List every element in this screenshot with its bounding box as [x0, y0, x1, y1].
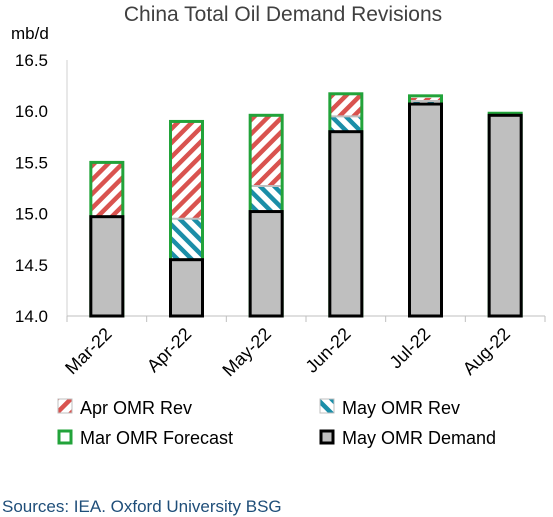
y-tick-label: 16.0 — [15, 102, 48, 121]
bar-apr-omr-rev — [170, 121, 203, 219]
bar-may-omr-demand — [89, 215, 125, 318]
y-tick-label: 16.5 — [15, 51, 48, 70]
x-axis-ticks — [66, 316, 546, 322]
legend-item-mar-omr-forecast: Mar OMR Forecast — [57, 428, 233, 448]
legend-item-may-omr-demand: May OMR Demand — [319, 428, 496, 448]
bar-may-omr-demand — [248, 210, 284, 318]
legend-swatch-may-omr-rev — [319, 398, 335, 414]
x-tick-label: Jul-22 — [386, 324, 435, 373]
x-tick-label: Apr-22 — [143, 324, 195, 376]
x-tick-label: May-22 — [218, 324, 275, 381]
x-tick-label: Jun-22 — [302, 324, 355, 377]
legend-label-may-omr-demand: May OMR Demand — [342, 428, 496, 448]
bar-may-omr-demand — [328, 130, 364, 318]
legend-swatch-may-omr-demand — [319, 429, 335, 445]
bar-may-omr-demand — [487, 113, 523, 318]
y-tick-label: 14.0 — [15, 307, 48, 326]
bar-apr-omr-rev — [329, 94, 362, 117]
y-axis-ticks: 14.0 14.5 15.0 15.5 16.0 16.5 — [15, 51, 48, 326]
bar-group — [248, 113, 284, 318]
bar-may-omr-rev — [250, 185, 283, 212]
category-labels: Mar-22 Apr-22 May-22 Jun-22 Jul-22 Aug-22 — [61, 324, 514, 381]
bar-may-omr-rev — [329, 116, 362, 132]
bar-apr-omr-rev — [90, 162, 123, 217]
bar-group — [328, 92, 364, 318]
legend-item-may-omr-rev: May OMR Rev — [319, 398, 460, 418]
y-tick-label: 15.5 — [15, 153, 48, 172]
bar-group — [487, 111, 523, 318]
source-note: Sources: IEA. Oxford University BSG — [2, 497, 282, 516]
bar-may-omr-demand — [169, 258, 204, 318]
bar-may-omr-rev — [409, 100, 442, 105]
y-axis-unit: mb/d — [11, 24, 49, 43]
legend-label-apr-omr-rev: Apr OMR Rev — [80, 398, 192, 418]
bar-apr-omr-rev — [250, 116, 283, 186]
legend-item-apr-omr-rev: Apr OMR Rev — [57, 398, 192, 418]
legend: Apr OMR Rev May OMR Rev Mar OMR Forecast… — [57, 398, 496, 448]
y-tick-label: 14.5 — [15, 256, 48, 275]
bar-group — [169, 119, 204, 318]
legend-label-may-omr-rev: May OMR Rev — [342, 398, 460, 418]
bar-group — [89, 160, 125, 318]
legend-label-mar-omr-forecast: Mar OMR Forecast — [80, 428, 233, 448]
bars — [89, 92, 523, 318]
bar-may-omr-demand — [408, 102, 443, 318]
legend-swatch-mar-omr-forecast — [57, 429, 73, 445]
x-tick-label: Aug-22 — [459, 324, 514, 379]
y-tick-label: 15.0 — [15, 205, 48, 224]
bar-group — [408, 94, 443, 318]
x-tick-label: Mar-22 — [61, 324, 115, 378]
bar-apr-omr-rev — [409, 97, 442, 101]
chart-title: China Total Oil Demand Revisions — [124, 3, 442, 26]
bar-may-omr-rev — [170, 218, 203, 260]
legend-swatch-apr-omr-rev — [57, 398, 73, 414]
